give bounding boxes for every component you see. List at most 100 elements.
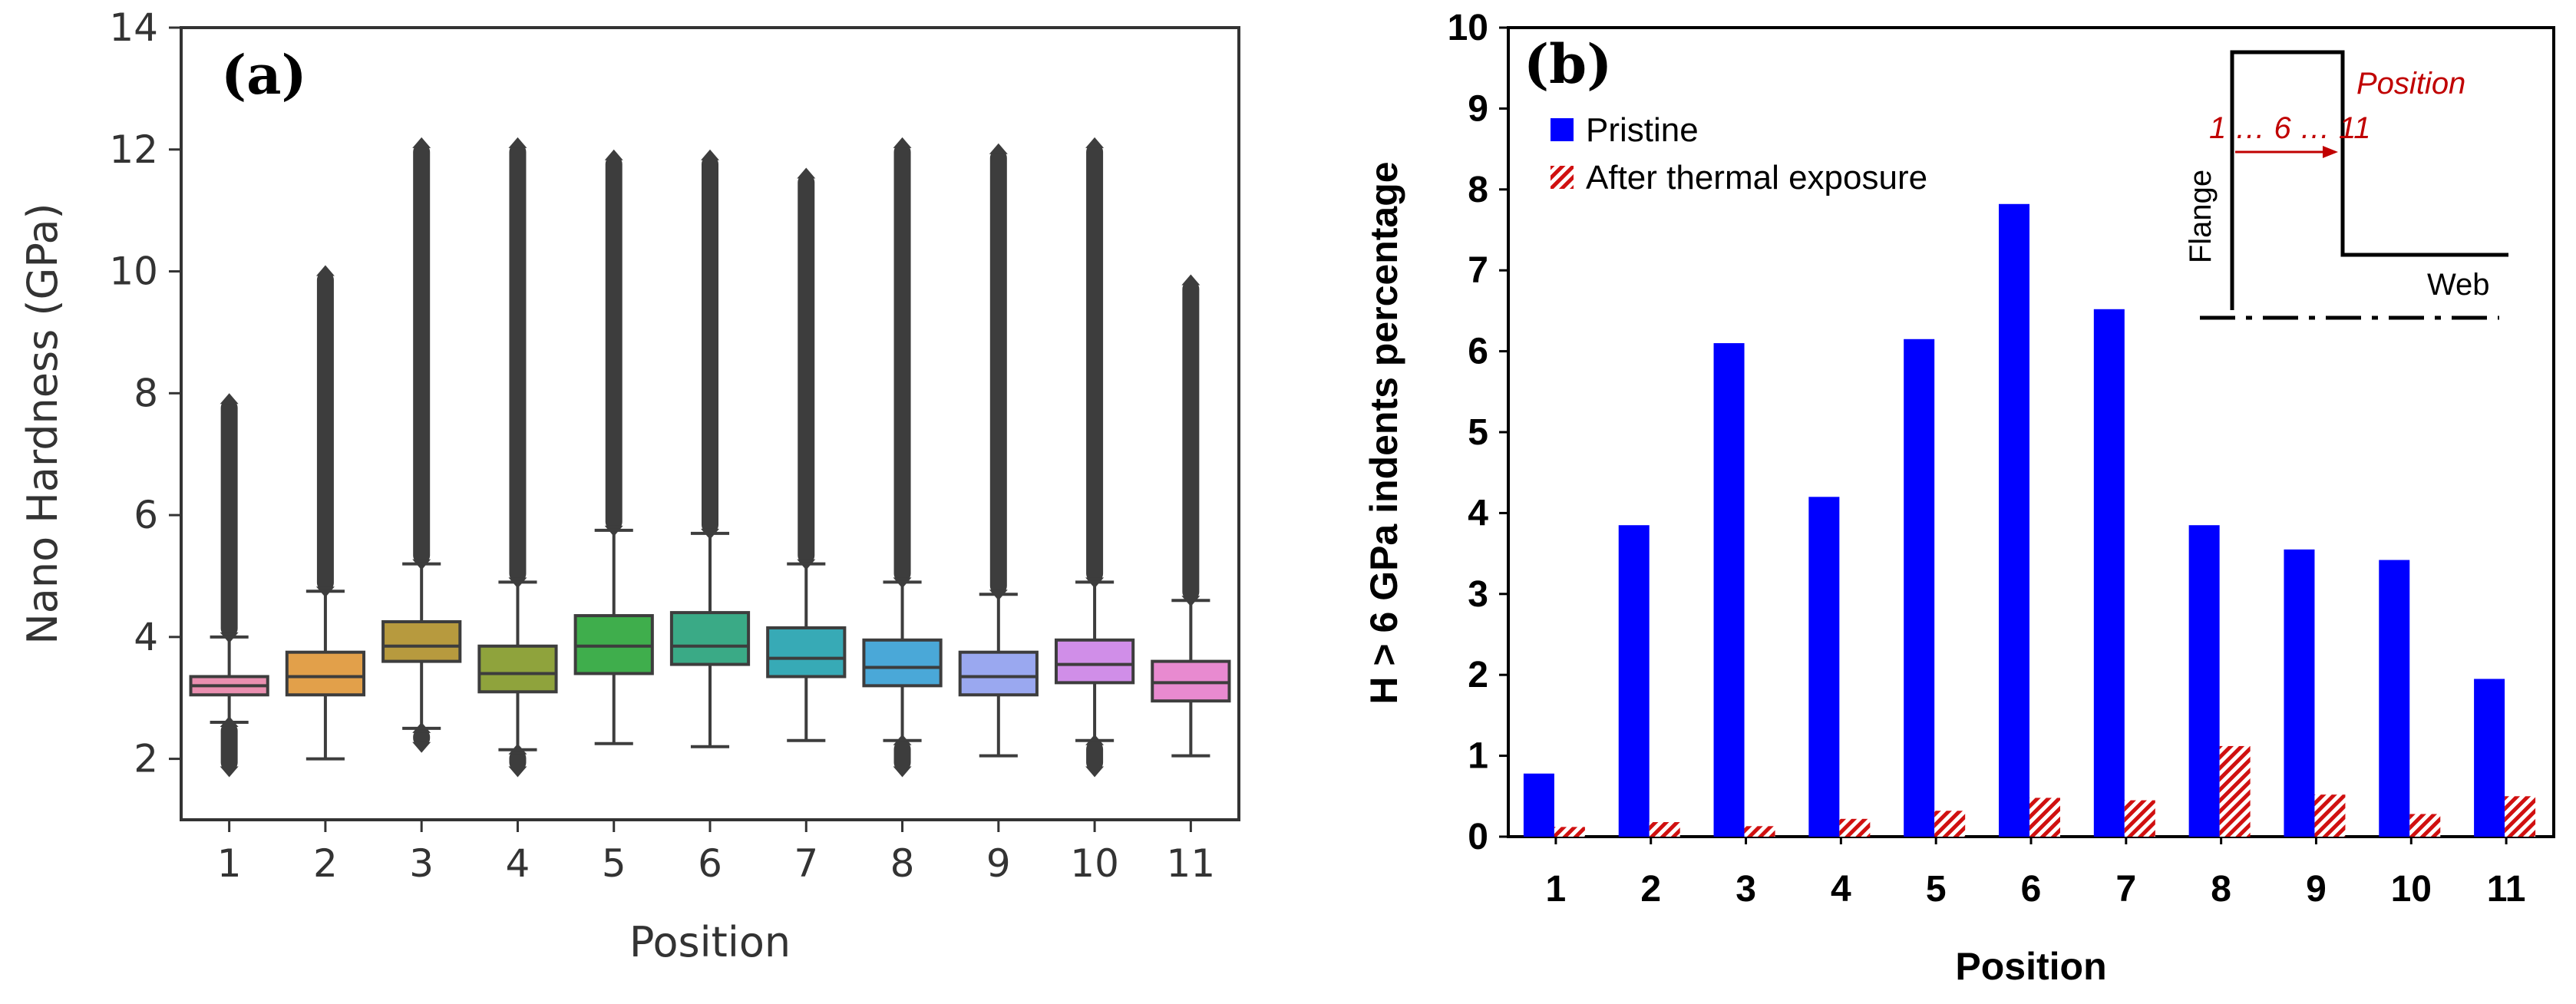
x-tick-label: 9 <box>986 841 1011 886</box>
outlier-cap <box>701 149 719 160</box>
bar-pristine-3 <box>1713 343 1745 837</box>
bar-pristine-11 <box>2474 679 2505 837</box>
x-tick-label: 8 <box>2211 869 2231 910</box>
box-iqr <box>766 626 847 679</box>
box-iqr <box>381 620 462 663</box>
box-position-4 <box>477 137 558 778</box>
legend-swatch-thermal <box>1551 166 1574 189</box>
outlier-cap <box>412 137 431 148</box>
box-iqr <box>1054 638 1135 685</box>
outlier-cap <box>1085 766 1105 778</box>
outlier-cap <box>315 265 335 276</box>
outlier-cap <box>1181 274 1200 286</box>
outlier-cap <box>220 766 239 778</box>
bar-thermal-3 <box>1744 826 1775 837</box>
outlier-band <box>220 722 238 771</box>
panel-a-xlabel: Position <box>629 918 791 966</box>
x-tick-label: 5 <box>1926 869 1947 910</box>
y-tick-label: 4 <box>1468 493 1488 533</box>
y-tick-label: 3 <box>1468 574 1488 615</box>
outlier-band <box>413 143 431 564</box>
y-tick-label: 7 <box>1468 250 1488 291</box>
y-tick-label: 6 <box>134 493 158 537</box>
box-position-9 <box>958 143 1039 758</box>
outlier-band <box>220 399 238 637</box>
panel-a-ylabel: Nano Hardness (GPa) <box>18 203 67 644</box>
y-tick-label: 14 <box>109 5 158 50</box>
y-tick-label: 0 <box>1468 817 1488 857</box>
x-tick-label: 3 <box>409 841 434 886</box>
outlier-cap <box>989 143 1008 154</box>
bar-pristine-7 <box>2093 309 2125 837</box>
box-position-5 <box>573 149 654 745</box>
box-iqr <box>862 638 943 688</box>
outlier-band <box>893 740 911 771</box>
box-iqr <box>285 650 366 697</box>
x-tick-label: 10 <box>2391 869 2432 910</box>
bar-pristine-2 <box>1618 525 1650 837</box>
bar-thermal-10 <box>2409 814 2441 837</box>
box-position-7 <box>766 167 847 742</box>
outlier-band <box>702 155 718 533</box>
outlier-band <box>893 143 911 583</box>
y-tick-label: 5 <box>1468 412 1488 453</box>
outlier-band <box>605 155 623 530</box>
outlier-band <box>798 173 815 564</box>
bar-thermal-11 <box>2505 796 2536 837</box>
outlier-cap <box>412 741 431 753</box>
x-tick-label: 6 <box>2021 869 2042 910</box>
bar-pristine-4 <box>1808 497 1840 837</box>
x-tick-label: 7 <box>2115 869 2136 910</box>
x-tick-label: 3 <box>1735 869 1756 910</box>
panel-b-ylabel: H > 6 GPa indents percentage <box>1362 161 1405 704</box>
bar-thermal-8 <box>2219 745 2251 837</box>
legend: Pristine After thermal exposure <box>1551 111 1927 197</box>
bar-pristine-8 <box>2188 525 2220 837</box>
outlier-band <box>1182 280 1200 601</box>
box-position-6 <box>669 149 751 748</box>
y-tick-label: 4 <box>134 615 158 659</box>
panel-a-label: (a) <box>221 43 307 107</box>
inset-position-label: Position <box>2356 67 2465 101</box>
y-tick-label: 1 <box>1468 736 1488 777</box>
panel-b-label: (b) <box>1524 32 1612 96</box>
x-tick-label: 11 <box>2487 869 2526 910</box>
outlier-cap <box>508 766 527 778</box>
outlier-cap <box>1085 137 1105 148</box>
legend-swatch-pristine <box>1551 118 1574 141</box>
box-iqr <box>477 644 558 694</box>
bar-pristine-1 <box>1523 773 1554 837</box>
inset-schematic: Position 1 … 6 … 11 Flange Web <box>2184 50 2508 320</box>
outlier-band <box>989 149 1007 595</box>
outlier-band <box>509 749 527 771</box>
x-tick-label: 1 <box>217 841 242 886</box>
x-tick-label: 4 <box>506 841 530 886</box>
x-tick-label: 1 <box>1546 869 1567 910</box>
bar-pristine-5 <box>1904 339 1935 837</box>
legend-label-thermal: After thermal exposure <box>1586 159 1927 197</box>
bar-thermal-1 <box>1554 827 1585 837</box>
outlier-cap <box>604 149 623 160</box>
x-tick-label: 9 <box>2306 869 2327 910</box>
inset-web-label: Web <box>2427 268 2490 302</box>
panel-b-xlabel: Position <box>1955 945 2106 988</box>
bar-thermal-5 <box>1934 811 1966 837</box>
x-tick-label: 10 <box>1070 841 1119 886</box>
outlier-band <box>509 143 527 583</box>
y-tick-label: 9 <box>1468 88 1488 129</box>
y-tick-label: 2 <box>1468 655 1488 695</box>
bar-pristine-6 <box>1999 203 2029 837</box>
outlier-cap <box>220 393 239 405</box>
x-tick-label: 7 <box>794 841 818 886</box>
inset-flange-label: Flange <box>2184 170 2218 263</box>
outlier-band <box>1086 143 1104 583</box>
x-tick-label: 6 <box>698 841 722 886</box>
x-tick-label: 2 <box>313 841 338 886</box>
legend-label-pristine: Pristine <box>1586 111 1699 149</box>
x-tick-label: 4 <box>1831 869 1851 910</box>
outlier-cap <box>508 137 527 148</box>
outlier-cap <box>893 766 912 778</box>
bar-thermal-2 <box>1649 822 1680 837</box>
bar-pristine-10 <box>2379 560 2410 837</box>
